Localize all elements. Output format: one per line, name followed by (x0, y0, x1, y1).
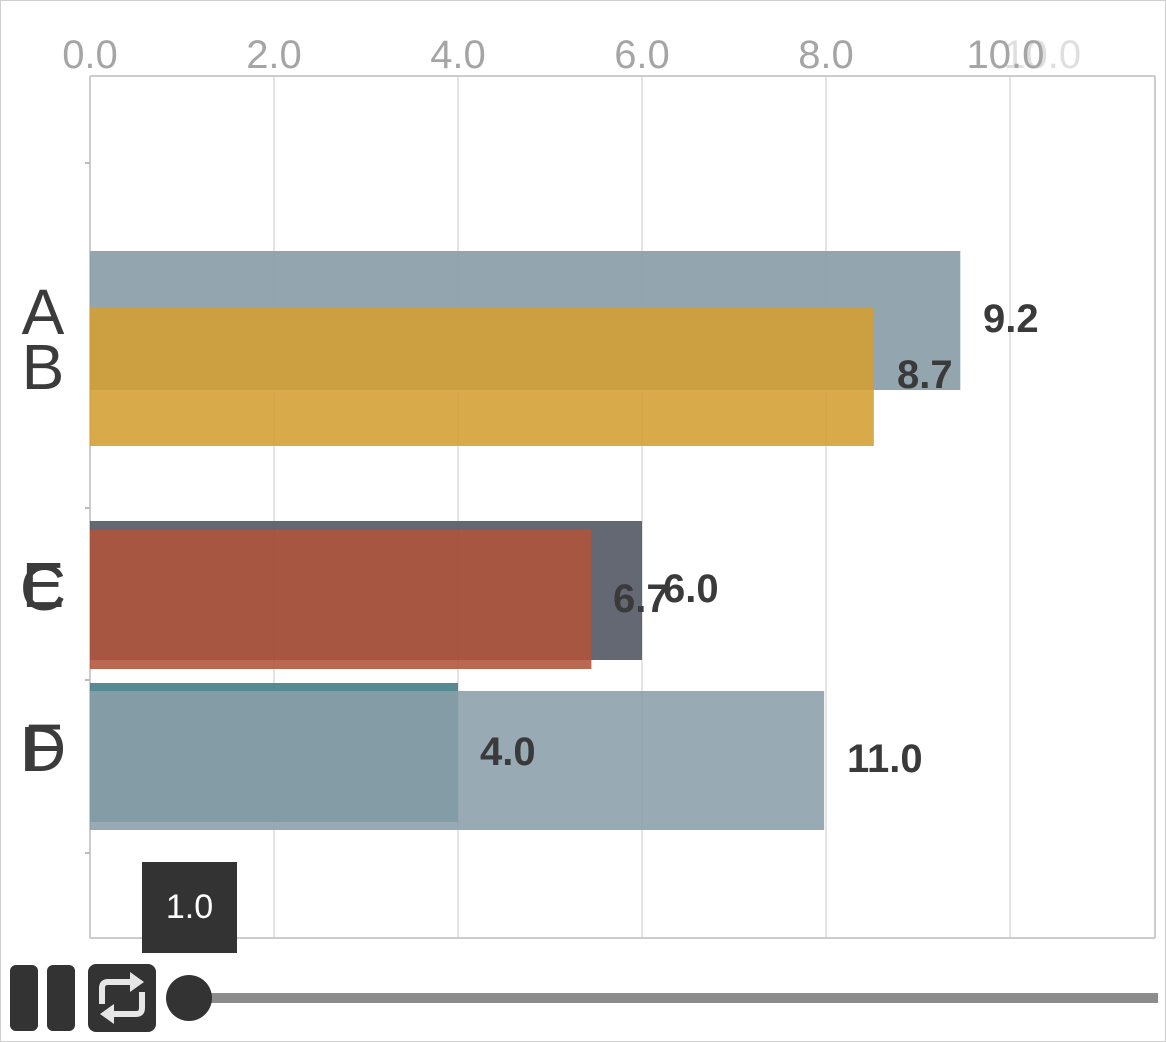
bar-value-label-B: 8.7 (897, 353, 953, 397)
slider-value-tooltip: 1.0 (142, 862, 237, 953)
bar-value-label-D: 11.0 (847, 737, 923, 781)
category-label-D: D (20, 713, 66, 785)
loop-icon[interactable] (88, 964, 156, 1032)
bar-value-label-C: 6.7 (613, 577, 669, 621)
x-tick-label-3: 6.0 (614, 33, 670, 77)
x-tick-label-5: 10.0 (966, 33, 1044, 77)
pause-icon-left-bar[interactable] (10, 965, 38, 1031)
x-tick-label-2: 4.0 (430, 33, 486, 77)
bar-value-label-A: 9.2 (983, 297, 1039, 341)
timeline-slider-track[interactable] (188, 993, 1158, 1003)
x-tick-label-0: 0.0 (62, 33, 118, 77)
bar-D (90, 691, 825, 830)
x-tick-label-4: 8.0 (798, 33, 854, 77)
category-label-F: F (23, 711, 62, 783)
category-label-B: B (22, 331, 65, 403)
pause-icon-right-bar[interactable] (47, 965, 75, 1031)
timeline-slider-handle[interactable] (166, 975, 212, 1021)
x-tick-label-6: 10.0 (1003, 33, 1081, 77)
bar-value-label-F: 4.0 (480, 730, 536, 774)
category-label-C: C (20, 552, 66, 624)
bar-C (90, 530, 592, 669)
category-label-E: E (22, 549, 65, 621)
category-label-A: A (22, 276, 65, 348)
x-tick-label-1: 2.0 (246, 33, 302, 77)
bar-value-label-E: 6.0 (663, 567, 719, 611)
bar-B (90, 307, 874, 446)
slider-value-text: 1.0 (165, 888, 214, 926)
